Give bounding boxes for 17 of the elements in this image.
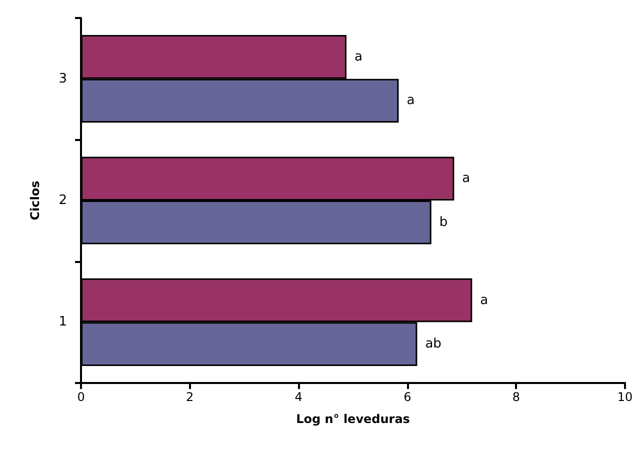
data-label: ab <box>425 336 442 352</box>
data-label: a <box>354 49 362 64</box>
data-label: a <box>480 292 488 308</box>
y-tick-label: 3 <box>58 71 67 86</box>
x-tick-label: 0 <box>77 390 85 404</box>
x-tick-label: 8 <box>512 390 520 404</box>
data-label: a <box>406 93 415 108</box>
x-tick-label: 6 <box>404 390 412 404</box>
data-label: a <box>462 171 470 186</box>
x-axis-title: Log n° leveduras <box>296 412 410 426</box>
y-axis-title: Ciclos <box>28 180 42 220</box>
x-tick-label: 2 <box>186 390 194 404</box>
data-label: b <box>439 214 448 230</box>
y-tick-label: 1 <box>58 314 67 330</box>
x-tick-label: 4 <box>294 390 302 404</box>
y-tick-label: 2 <box>58 193 67 208</box>
x-tick-label: 10 <box>617 390 633 404</box>
